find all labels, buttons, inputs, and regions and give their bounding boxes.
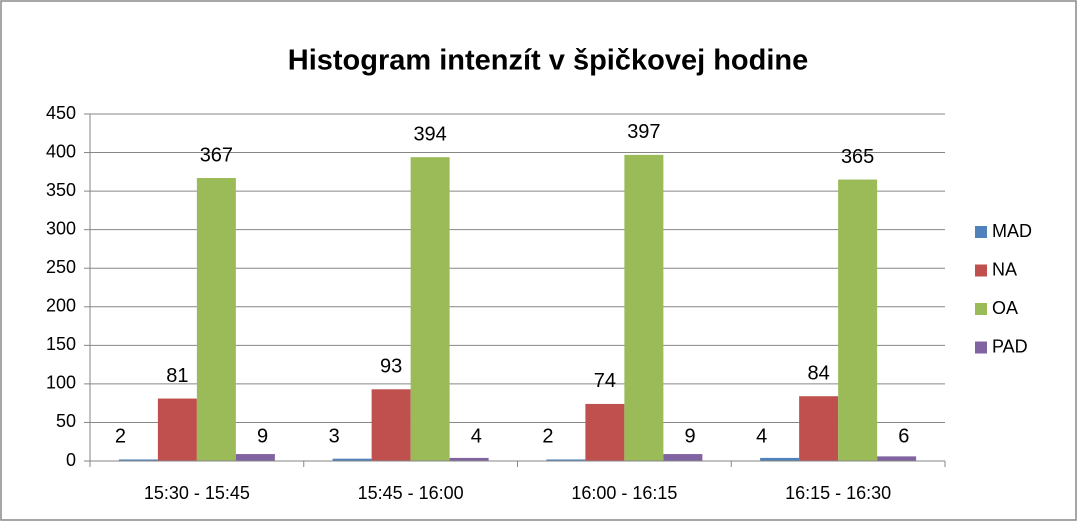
bar xyxy=(663,454,703,461)
bar xyxy=(624,154,664,461)
data-label: 2 xyxy=(115,425,126,447)
bar xyxy=(449,457,489,461)
data-label: 397 xyxy=(627,121,660,143)
bar xyxy=(157,398,197,461)
y-tick-label: 50 xyxy=(56,411,76,431)
bar xyxy=(371,389,411,461)
y-tick-label: 400 xyxy=(46,141,76,161)
data-label: 394 xyxy=(413,123,446,145)
data-label: 84 xyxy=(808,363,830,385)
legend-swatch xyxy=(975,303,987,315)
x-tick-label: 15:30 - 15:45 xyxy=(144,483,250,503)
bar xyxy=(235,454,275,461)
data-label: 367 xyxy=(200,144,233,166)
bar xyxy=(332,458,372,461)
y-tick-label: 100 xyxy=(46,373,76,393)
legend-label: NA xyxy=(992,259,1017,279)
data-label: 9 xyxy=(257,425,268,447)
x-tick-label: 16:15 - 16:30 xyxy=(785,483,891,503)
data-label: 93 xyxy=(380,356,402,378)
legend-swatch xyxy=(975,264,987,277)
data-label: 4 xyxy=(471,425,482,447)
bar xyxy=(585,403,625,461)
data-label: 365 xyxy=(841,146,874,168)
legend-label: MAD xyxy=(992,221,1032,241)
data-label: 3 xyxy=(329,425,340,447)
x-tick-label: 16:00 - 16:15 xyxy=(571,483,677,503)
legend-swatch xyxy=(975,341,987,354)
data-label: 4 xyxy=(756,425,767,447)
bar xyxy=(760,457,800,461)
bar xyxy=(118,459,158,461)
bar xyxy=(799,396,839,461)
data-label: 2 xyxy=(542,425,553,447)
x-tick-label: 15:45 - 16:00 xyxy=(358,483,464,503)
y-tick-label: 350 xyxy=(46,180,76,200)
data-label: 74 xyxy=(594,370,616,392)
chart-title: Histogram intenzít v špičkovej hodine xyxy=(288,45,809,77)
data-label: 81 xyxy=(166,365,188,387)
bar xyxy=(410,157,450,461)
data-label: 9 xyxy=(685,425,696,447)
legend-label: PAD xyxy=(992,336,1028,356)
y-tick-label: 450 xyxy=(46,103,76,123)
y-tick-label: 0 xyxy=(66,450,76,470)
bar xyxy=(877,456,917,461)
y-tick-label: 250 xyxy=(46,257,76,277)
data-label: 6 xyxy=(898,425,909,447)
legend-label: OA xyxy=(992,298,1018,318)
bar xyxy=(838,179,878,462)
bar xyxy=(196,178,236,461)
y-tick-label: 200 xyxy=(46,296,76,316)
y-tick-label: 300 xyxy=(46,218,76,238)
legend-swatch xyxy=(975,226,987,238)
bar xyxy=(546,459,586,461)
y-tick-label: 150 xyxy=(46,334,76,354)
